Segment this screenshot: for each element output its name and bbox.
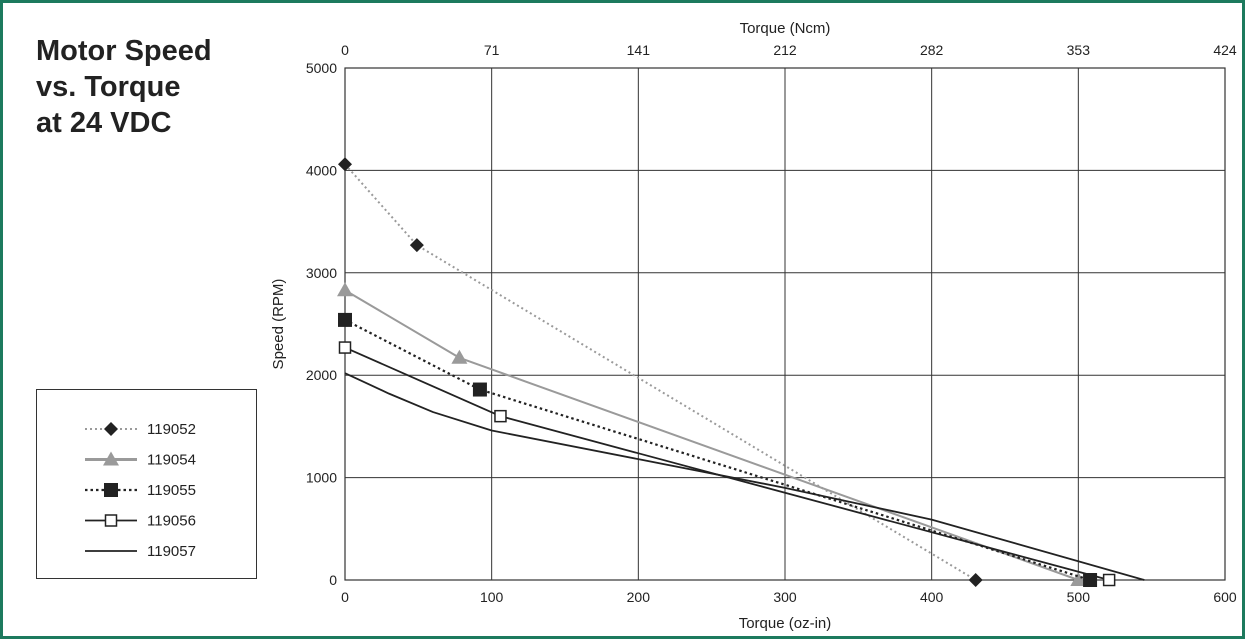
secondary-x-tick-label: 141 — [627, 42, 651, 58]
grid: 0 100 200 300 400 500 600 0 1000 2000 3000 4000 5000… — [306, 42, 1237, 605]
legend-graphic: 119052 119054 119055 119056 119057 — [85, 421, 196, 560]
secondary-x-tick-label: 353 — [1067, 42, 1091, 58]
legend-label-119054: 119054 — [147, 452, 196, 469]
title-line-1: Motor Speed — [36, 35, 212, 67]
data-point-119054 — [337, 282, 353, 297]
legend-marker-119054 — [103, 451, 119, 466]
x-tick-label: 500 — [1067, 589, 1091, 605]
legend-label-119056: 119056 — [147, 513, 196, 530]
x-tick-label: 600 — [1213, 589, 1237, 605]
legend-label-119057: 119057 — [147, 543, 196, 560]
secondary-x-tick-label: 0 — [341, 42, 349, 58]
series-119054 — [337, 282, 1087, 586]
series-line-119054 — [344, 289, 1079, 581]
x-tick-label: 0 — [341, 589, 349, 605]
legend-item-119054: 119054 — [85, 451, 196, 469]
axis-labels: Torque (oz-in) Torque (Ncm) Speed (RPM) — [270, 20, 831, 632]
secondary-x-tick-label: 212 — [773, 42, 797, 58]
data-point-119056 — [1102, 573, 1116, 587]
legend-item-119057: 119057 — [85, 543, 196, 560]
x-axis-label: Torque (oz-in) — [739, 615, 832, 632]
series-line-119055 — [344, 318, 1091, 582]
legend-item-119055: 119055 — [85, 482, 196, 499]
series-line-119056 — [344, 346, 1110, 581]
chart-title: Motor Speed vs. Torque at 24 VDC — [36, 33, 212, 141]
data-point-119054 — [1070, 572, 1087, 586]
series-layer — [337, 157, 1145, 587]
legend-marker-119055 — [104, 483, 118, 497]
secondary-x-axis-label: Torque (Ncm) — [740, 20, 831, 37]
series-119057 — [344, 372, 1145, 581]
data-point-119056 — [494, 409, 507, 423]
series-119055 — [338, 312, 1098, 587]
x-tick-label: 400 — [920, 589, 944, 605]
data-point-119052 — [338, 157, 352, 172]
data-point-119056 — [338, 341, 352, 354]
legend-marker-119052 — [104, 422, 118, 436]
data-point-119054 — [451, 349, 468, 364]
y-tick-label: 0 — [329, 572, 337, 588]
secondary-x-tick-label: 282 — [920, 42, 944, 58]
series-line-119052 — [344, 163, 977, 581]
x-tick-label: 300 — [773, 589, 797, 605]
legend-box: 119052 119054 119055 119056 119057 — [36, 389, 257, 579]
secondary-x-tick-label: 71 — [484, 42, 500, 58]
title-line-3: at 24 VDC — [36, 107, 172, 139]
series-line-119057 — [344, 372, 1145, 581]
y-axis-label: Speed (RPM) — [270, 279, 287, 370]
series-119056 — [338, 341, 1116, 587]
data-point-119052 — [409, 238, 424, 253]
y-tick-label: 1000 — [306, 470, 337, 486]
legend-item-119052: 119052 — [85, 421, 196, 438]
y-tick-label: 4000 — [306, 162, 337, 178]
legend-label-119055: 119055 — [147, 482, 196, 499]
secondary-x-tick-label: 424 — [1213, 42, 1237, 58]
data-point-119052 — [968, 573, 983, 587]
title-line-2: vs. Torque — [36, 71, 181, 103]
y-tick-label: 3000 — [306, 265, 337, 281]
y-tick-label: 2000 — [306, 367, 337, 383]
legend-label-119052: 119052 — [147, 421, 196, 438]
x-tick-label: 100 — [480, 589, 504, 605]
data-point-119055 — [338, 312, 352, 327]
series-119052 — [338, 157, 983, 587]
legend-marker-119056 — [104, 514, 118, 527]
legend-item-119056: 119056 — [85, 513, 196, 530]
x-tick-label: 200 — [627, 589, 651, 605]
data-point-119055 — [472, 382, 487, 397]
y-tick-label: 5000 — [306, 60, 337, 76]
